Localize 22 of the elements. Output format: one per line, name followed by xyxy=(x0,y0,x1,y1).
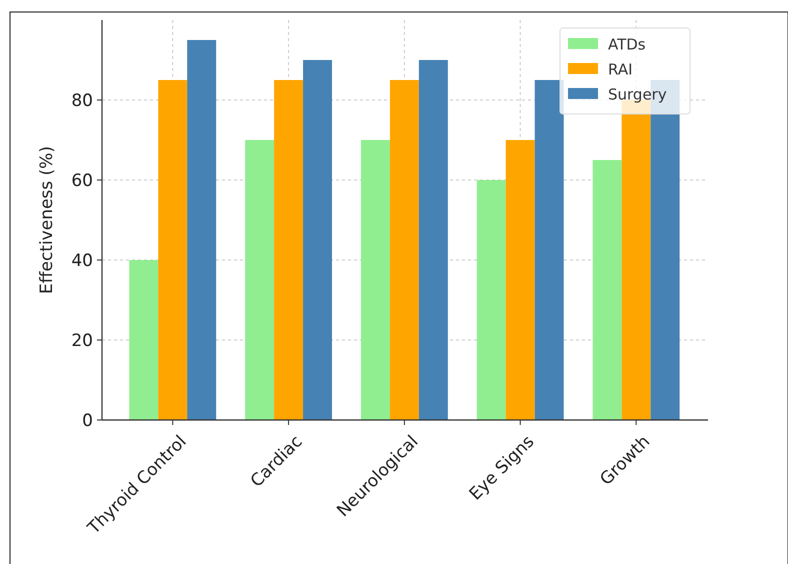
y-tick-label: 20 xyxy=(71,330,93,351)
y-tick-label: 80 xyxy=(71,90,93,111)
y-tick-label: 40 xyxy=(71,250,93,271)
legend-label: Surgery xyxy=(608,85,667,104)
bar xyxy=(274,80,304,420)
bar xyxy=(418,60,448,420)
bar xyxy=(187,40,216,420)
y-axis-title: Effectiveness (%) xyxy=(37,146,57,294)
legend-label: RAI xyxy=(608,60,632,78)
y-tick-label: 60 xyxy=(71,170,93,191)
bar xyxy=(592,160,622,420)
y-tick-label: 0 xyxy=(82,410,93,431)
bar xyxy=(534,80,564,420)
bar xyxy=(158,80,188,420)
bar xyxy=(129,260,158,420)
bar xyxy=(245,140,274,420)
bar xyxy=(390,80,419,420)
bar xyxy=(506,140,535,420)
bar xyxy=(476,180,506,420)
legend-label: ATDs xyxy=(608,35,646,54)
bar xyxy=(303,60,332,420)
bar xyxy=(360,140,390,420)
